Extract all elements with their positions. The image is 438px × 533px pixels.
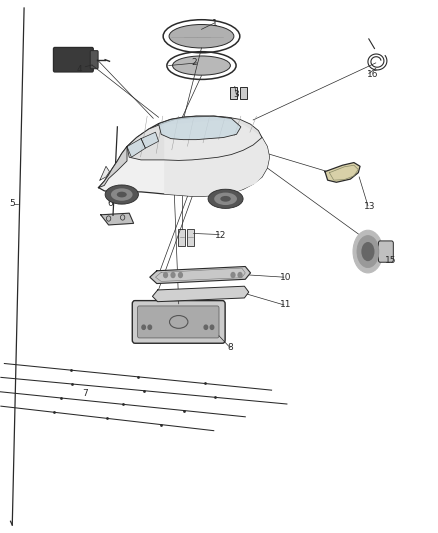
Polygon shape [127, 116, 262, 160]
Ellipse shape [220, 196, 231, 201]
Circle shape [230, 272, 236, 278]
FancyBboxPatch shape [187, 229, 194, 246]
Ellipse shape [169, 25, 234, 48]
Ellipse shape [173, 56, 230, 75]
Text: 8: 8 [227, 343, 233, 352]
Text: 7: 7 [82, 389, 88, 398]
Circle shape [204, 325, 208, 329]
Polygon shape [141, 132, 159, 148]
Text: 3: 3 [233, 91, 239, 99]
Text: 11: 11 [280, 301, 292, 309]
FancyBboxPatch shape [230, 87, 237, 99]
FancyBboxPatch shape [90, 51, 98, 69]
FancyBboxPatch shape [198, 272, 205, 277]
Ellipse shape [105, 185, 138, 204]
Circle shape [148, 325, 152, 329]
Ellipse shape [357, 236, 379, 268]
Ellipse shape [208, 189, 243, 208]
Ellipse shape [214, 192, 237, 205]
FancyBboxPatch shape [378, 241, 393, 262]
Text: 13: 13 [364, 203, 376, 211]
Ellipse shape [353, 230, 383, 273]
Text: 10: 10 [280, 273, 292, 281]
Text: 1: 1 [212, 20, 218, 28]
Polygon shape [99, 147, 127, 188]
Polygon shape [150, 266, 251, 284]
Polygon shape [101, 213, 134, 225]
Text: 2: 2 [192, 59, 198, 67]
Circle shape [237, 272, 243, 278]
Polygon shape [159, 116, 241, 140]
Circle shape [210, 325, 214, 329]
Polygon shape [100, 166, 110, 180]
Ellipse shape [117, 192, 127, 197]
FancyBboxPatch shape [240, 87, 247, 99]
FancyBboxPatch shape [53, 47, 93, 72]
FancyBboxPatch shape [138, 306, 219, 338]
Text: 6: 6 [107, 199, 113, 208]
Text: 15: 15 [385, 256, 396, 264]
Text: 12: 12 [215, 231, 226, 240]
Polygon shape [325, 163, 360, 182]
Polygon shape [164, 120, 269, 196]
Circle shape [163, 272, 168, 278]
FancyBboxPatch shape [132, 301, 225, 343]
Polygon shape [99, 116, 269, 196]
Ellipse shape [111, 188, 133, 201]
Circle shape [142, 325, 145, 329]
Circle shape [170, 272, 176, 278]
FancyBboxPatch shape [178, 229, 185, 246]
Text: 4: 4 [77, 65, 82, 74]
Polygon shape [127, 139, 145, 157]
Ellipse shape [361, 242, 374, 261]
Text: 5: 5 [10, 199, 15, 208]
Polygon shape [152, 286, 249, 302]
Text: 16: 16 [367, 70, 378, 79]
Circle shape [178, 272, 183, 278]
